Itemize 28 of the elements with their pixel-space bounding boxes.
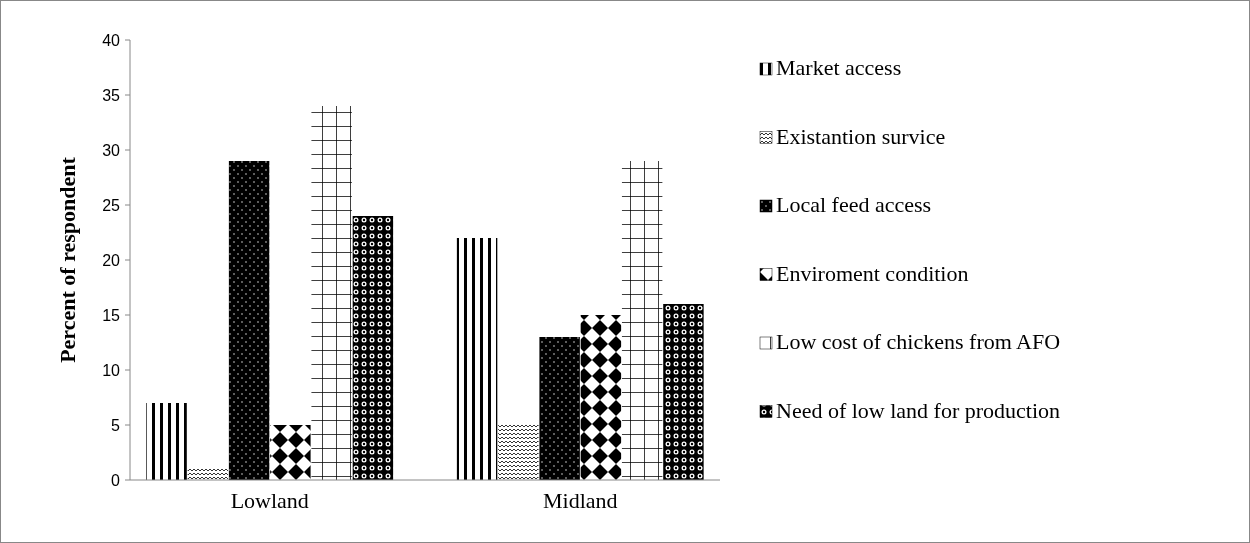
legend-label: Enviroment condition	[776, 260, 969, 286]
legend-label: Existantion survice	[776, 123, 946, 149]
bar	[539, 337, 580, 480]
bar	[580, 315, 622, 480]
y-tick-label: 10	[102, 361, 121, 379]
y-axis-title: Percent of respondent	[55, 156, 80, 363]
bar	[146, 403, 187, 480]
bar	[498, 425, 539, 480]
y-tick-label: 35	[102, 86, 121, 104]
bar	[352, 216, 394, 480]
y-tick-label: 0	[111, 471, 121, 489]
y-tick-label: 15	[102, 306, 121, 324]
bar	[456, 238, 498, 480]
y-tick-label: 30	[102, 141, 121, 159]
y-tick-label: 25	[102, 196, 121, 214]
x-tick-label: Midland	[542, 488, 618, 513]
legend-label: Low cost of chickens from AFO	[776, 329, 1061, 354]
bar	[270, 425, 311, 480]
bar	[663, 304, 704, 480]
x-tick-label: Lowland	[230, 488, 309, 513]
y-tick-label: 5	[111, 416, 121, 434]
y-tick-label: 20	[102, 251, 121, 269]
bar	[187, 469, 229, 480]
legend-label: Need of low land for production	[776, 397, 1061, 423]
bar	[228, 161, 270, 480]
legend-label: Local feed access	[776, 192, 932, 217]
legend-label: Market access	[776, 55, 902, 80]
y-tick-label: 40	[102, 31, 121, 49]
